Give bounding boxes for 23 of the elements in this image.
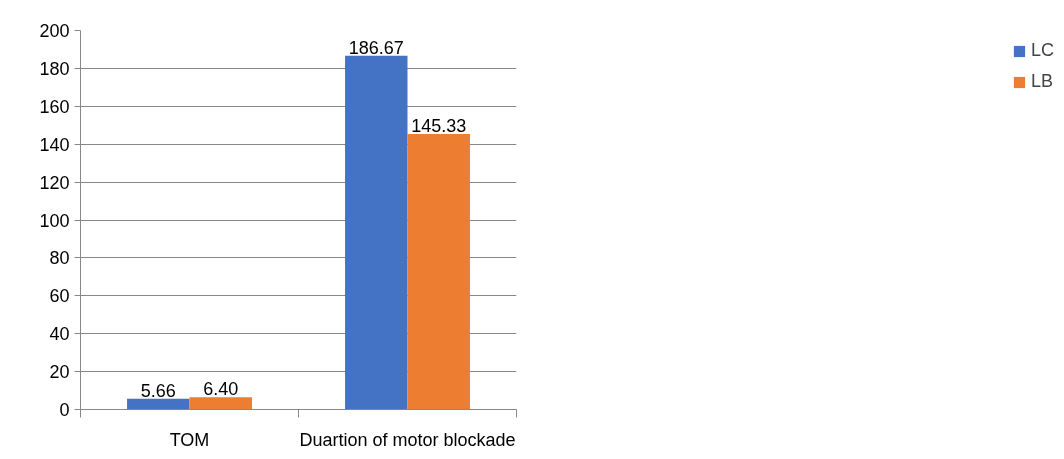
y-tick-label: 160 xyxy=(39,96,70,117)
legend-label: LC xyxy=(1030,40,1054,61)
y-tick-label: 120 xyxy=(39,172,70,193)
y-tick-label: 80 xyxy=(49,248,70,269)
data-label: 145.33 xyxy=(411,116,467,137)
y-tick-label: 200 xyxy=(39,21,70,41)
y-tick-label: 140 xyxy=(39,134,70,155)
bar xyxy=(189,397,252,410)
bar xyxy=(407,134,470,410)
y-tick-label: 100 xyxy=(39,210,70,231)
bar xyxy=(127,398,190,410)
data-label: 186.67 xyxy=(348,37,404,58)
y-tick-label: 0 xyxy=(59,400,70,420)
y-tick-label: 60 xyxy=(49,286,70,307)
y-tick-label: 20 xyxy=(49,362,70,383)
bar xyxy=(345,55,408,410)
x-tick-label: Duartion of motor blockade xyxy=(299,429,516,450)
x-tick-label: TOM xyxy=(169,429,210,450)
y-tick-label: 180 xyxy=(39,58,70,79)
data-label: 5.66 xyxy=(140,380,176,401)
data-label: 6.40 xyxy=(203,379,239,400)
legend-label: LB xyxy=(1030,71,1054,92)
y-tick-label: 40 xyxy=(49,324,70,345)
